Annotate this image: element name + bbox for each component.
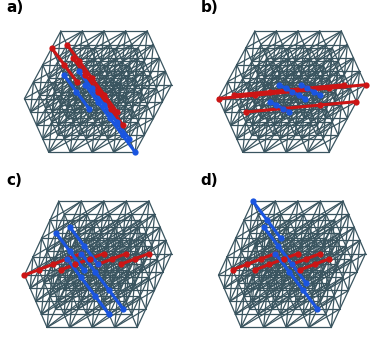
Text: a): a) [7,0,24,15]
Text: d): d) [201,173,218,188]
Text: b): b) [201,0,218,15]
Text: c): c) [7,173,23,188]
